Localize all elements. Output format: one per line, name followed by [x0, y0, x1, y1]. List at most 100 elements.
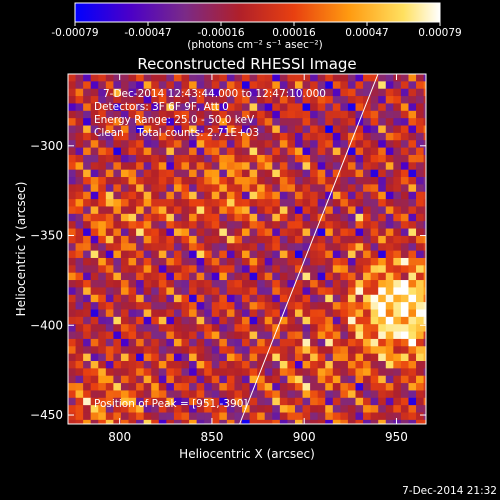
heatmap-pixel [173, 331, 182, 340]
heatmap-pixel [158, 213, 167, 222]
heatmap-pixel [393, 243, 402, 252]
heatmap-pixel [173, 184, 182, 193]
heatmap-pixel [249, 265, 258, 274]
heatmap-pixel [370, 132, 379, 141]
heatmap-pixel [272, 74, 281, 82]
heatmap-pixel [181, 287, 190, 296]
heatmap-pixel [325, 74, 334, 82]
heatmap-pixel [226, 280, 235, 288]
heatmap-pixel [325, 169, 334, 178]
heatmap-pixel [211, 206, 220, 215]
heatmap-pixel [408, 191, 417, 200]
heatmap-pixel [400, 206, 409, 215]
heatmap-pixel [279, 81, 288, 90]
heatmap-pixel [325, 228, 334, 237]
heatmap-pixel [347, 74, 356, 82]
heatmap-pixel [287, 154, 296, 163]
heatmap-pixel [302, 361, 311, 369]
heatmap-pixel [363, 272, 372, 281]
heatmap-pixel [363, 191, 372, 200]
heatmap-pixel [204, 221, 213, 230]
heatmap-pixel [83, 294, 92, 303]
heatmap-pixel [181, 110, 190, 119]
heatmap-pixel [166, 228, 175, 237]
heatmap-pixel [370, 147, 379, 156]
heatmap-pixel [113, 302, 122, 311]
heatmap-pixel [189, 324, 198, 333]
heatmap-pixel [158, 243, 167, 252]
heatmap-pixel [120, 361, 130, 369]
heatmap-pixel [120, 221, 130, 230]
heatmap-pixel [68, 338, 77, 347]
heatmap-pixel [385, 419, 394, 424]
heatmap-pixel [189, 250, 198, 259]
heatmap-pixel [113, 324, 122, 333]
heatmap-pixel [226, 368, 235, 377]
heatmap-pixel [128, 74, 137, 82]
heatmap-pixel [211, 302, 220, 311]
heatmap-pixel [416, 265, 425, 274]
heatmap-pixel [219, 103, 228, 112]
heatmap-pixel [181, 147, 190, 156]
heatmap-pixel [279, 397, 288, 406]
heatmap-pixel [385, 368, 394, 377]
heatmap-pixel [181, 331, 190, 340]
heatmap-pixel [272, 169, 281, 178]
heatmap-pixel [325, 324, 334, 333]
heatmap-pixel [226, 272, 235, 281]
heatmap-pixel [279, 294, 288, 303]
heatmap-pixel [234, 132, 243, 141]
heatmap-pixel [416, 132, 425, 141]
heatmap-pixel [355, 213, 364, 222]
heatmap-pixel [136, 154, 145, 163]
heatmap-pixel [340, 390, 349, 399]
heatmap-pixel [211, 257, 220, 266]
heatmap-pixel [98, 243, 107, 252]
info-clean-counts: Clean Total counts: 2.71E+03 [94, 127, 259, 139]
heatmap-pixel [75, 162, 84, 171]
heatmap-pixel [264, 383, 273, 391]
heatmap-pixel [317, 184, 326, 193]
heatmap-pixel [226, 257, 235, 266]
heatmap-pixel [332, 250, 341, 259]
heatmap-pixel [279, 287, 288, 296]
heatmap-pixel [249, 287, 258, 296]
heatmap-pixel [302, 383, 311, 391]
heatmap-pixel [302, 147, 311, 156]
heatmap-pixel [234, 287, 243, 296]
heatmap-pixel [242, 132, 251, 141]
heatmap-pixel [105, 74, 114, 82]
heatmap-pixel [83, 213, 92, 222]
heatmap-pixel [189, 228, 198, 237]
heatmap-pixel [113, 405, 122, 414]
heatmap-pixel [416, 110, 425, 119]
heatmap-pixel [143, 294, 152, 303]
heatmap-pixel [113, 397, 122, 406]
heatmap-pixel [370, 272, 379, 281]
heatmap-pixel [257, 74, 266, 82]
heatmap-pixel [370, 353, 379, 362]
heatmap-pixel [294, 302, 304, 311]
heatmap-pixel [363, 412, 372, 421]
heatmap-pixel [219, 110, 228, 119]
heatmap-pixel [196, 316, 205, 325]
heatmap-pixel [226, 265, 235, 274]
heatmap-pixel [294, 405, 304, 414]
heatmap-pixel [257, 316, 266, 325]
heatmap-pixel [219, 316, 228, 325]
heatmap-pixel [219, 235, 228, 244]
heatmap-pixel [317, 199, 326, 207]
heatmap-pixel [151, 147, 160, 156]
heatmap-pixel [423, 206, 426, 215]
heatmap-pixel [68, 88, 77, 97]
heatmap-pixel [173, 191, 182, 200]
heatmap-pixel [264, 397, 273, 406]
heatmap-pixel [173, 257, 182, 266]
heatmap-pixel [264, 74, 273, 82]
heatmap-pixel [166, 191, 175, 200]
heatmap-pixel [211, 294, 220, 303]
heatmap-pixel [196, 132, 205, 141]
heatmap-pixel [264, 272, 273, 281]
heatmap-pixel [181, 272, 190, 281]
heatmap-pixel [294, 316, 304, 325]
